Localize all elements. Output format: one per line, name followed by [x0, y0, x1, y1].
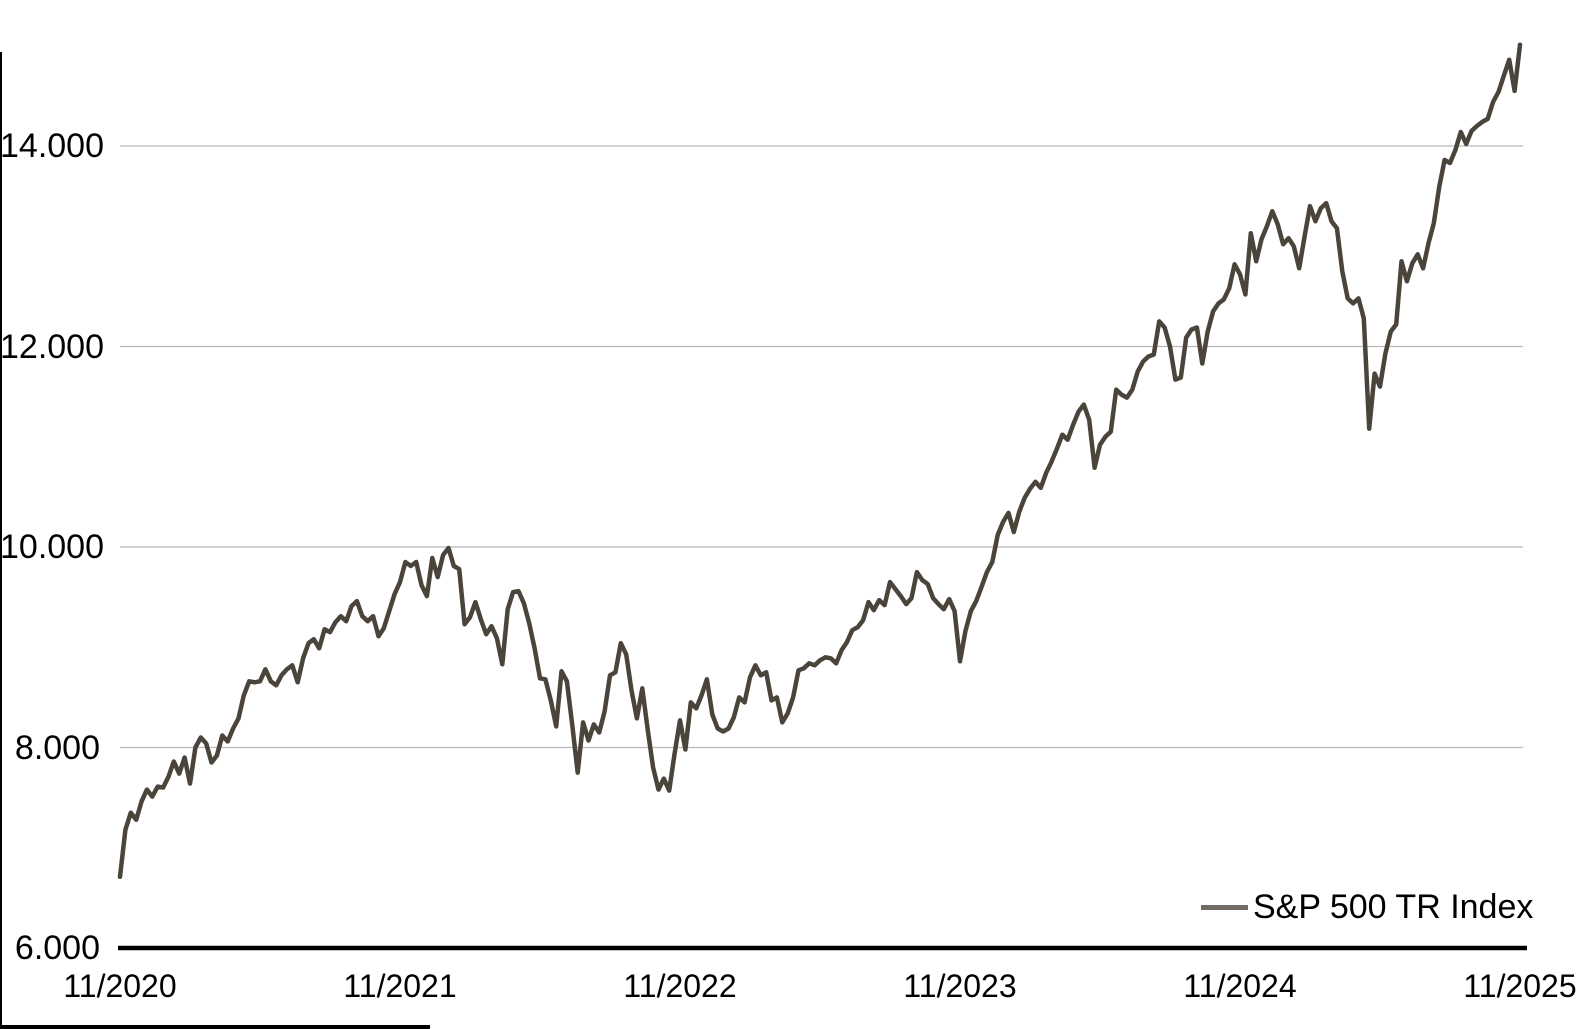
window-border-left	[0, 52, 2, 1029]
window-border-bottom	[0, 1025, 430, 1029]
x-tick-label: 11/2024	[1183, 968, 1297, 1004]
y-tick-label: 6.000	[14, 929, 100, 967]
x-tick-label: 11/2022	[623, 968, 737, 1004]
y-tick-label: 14.000	[0, 127, 104, 165]
y-tick-label: 10.000	[0, 528, 104, 566]
x-tick-label: 11/2021	[343, 968, 457, 1004]
legend-label: S&P 500 TR Index	[1253, 888, 1534, 926]
x-tick-label: 11/2025	[1463, 968, 1577, 1004]
y-tick-label: 8.000	[14, 728, 100, 767]
x-tick-label: 11/2020	[63, 968, 177, 1004]
series-line	[117, 42, 1523, 880]
legend-line-sample	[1201, 904, 1248, 910]
x-tick-label: 11/2023	[903, 968, 1017, 1004]
legend: S&P 500 TR Index	[1201, 884, 1533, 930]
y-tick-label: 12.000	[0, 327, 104, 366]
